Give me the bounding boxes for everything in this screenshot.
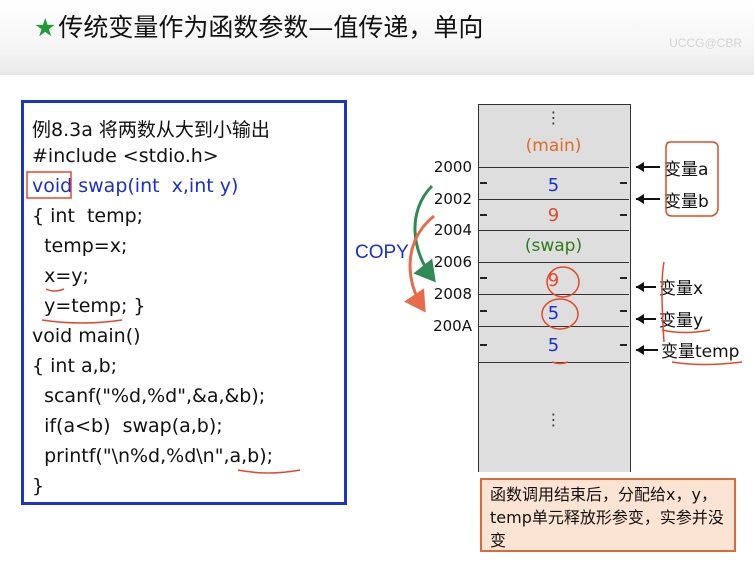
cell-a-value: 5 (547, 175, 560, 196)
tick-mark (480, 277, 487, 279)
label-var-a: 变量a (664, 160, 709, 180)
arrowhead-temp (636, 345, 644, 355)
cell-b-value: 9 (547, 205, 560, 226)
tick-mark (480, 182, 487, 184)
explanation-note: 函数调用结束后，分配给x，y，temp单元释放形参变，实参并没变 (480, 478, 736, 552)
code-line-12: printf("\n%d,%d\n",a,b); (32, 445, 274, 467)
arrowhead-a (636, 162, 644, 172)
tick-mark (620, 214, 627, 216)
arrow-to-y (636, 318, 656, 320)
arrow-to-b (636, 198, 660, 200)
underline-temp (41, 319, 123, 324)
code-line-13: } (32, 475, 45, 497)
bracket-x-y (661, 261, 665, 343)
label-var-y: 变量y (659, 311, 704, 331)
slide-header (0, 0, 754, 75)
tick-mark (620, 277, 627, 279)
circle-x (546, 266, 580, 298)
arrowhead-x (636, 282, 644, 292)
code-line-11: if(a<b) swap(a,b); (32, 415, 223, 437)
code-line-7: y=temp; } (32, 295, 146, 317)
slide-title: ★传统变量作为函数参数—值传递，单向 (34, 8, 483, 44)
tick-mark (480, 344, 487, 346)
arrowhead-b (636, 194, 644, 204)
memory-block (478, 104, 631, 396)
tick-mark (620, 182, 627, 184)
arrow-to-a (636, 166, 660, 168)
arrowhead-y (636, 314, 644, 324)
memory-continuation (478, 394, 631, 472)
cell-divider (478, 167, 629, 168)
code-line-10: scanf("%d,%d",&a,&b); (32, 385, 266, 407)
copy-arrow-red (404, 214, 435, 313)
code-line-1: 例8.3a 将两数从大到小输出 (32, 119, 270, 141)
cell-x-value: 9 (547, 270, 560, 291)
tick-mark (480, 214, 487, 216)
code-line-6: x=y; (32, 265, 89, 287)
cell-divider (478, 326, 629, 327)
slide-title-text: 传统变量作为函数参数—值传递，单向 (58, 13, 484, 42)
address-label: 2004 (433, 221, 472, 239)
void-highlight-box (26, 171, 72, 199)
copy-label: COPY (355, 242, 409, 263)
circle-y (541, 298, 579, 330)
cell-divider (478, 199, 629, 200)
code-line-9: { int a,b; (32, 355, 118, 377)
underline-ab (237, 469, 301, 474)
copy-arrow-green (413, 184, 436, 283)
code-line-5: temp=x; (32, 235, 128, 257)
cell-divider (478, 262, 629, 263)
memory-dots-top: ⋮ (545, 108, 562, 127)
tick-mark (620, 344, 627, 346)
address-label: 2006 (433, 253, 472, 271)
address-label: 200A (433, 317, 472, 335)
main-frame-label: (main) (525, 136, 582, 156)
code-line-3: void swap(int x,int y) (32, 175, 239, 197)
tick-mark (480, 310, 487, 312)
tick-mark (620, 310, 627, 312)
label-var-temp: 变量temp (661, 342, 740, 362)
address-label: 2002 (433, 190, 472, 208)
cell-temp-value: 5 (547, 335, 560, 356)
arrow-to-x (636, 286, 656, 288)
code-line-4: { int temp; (32, 205, 144, 227)
label-var-x: 变量x (659, 279, 704, 299)
arrow-to-temp (636, 349, 658, 351)
code-line-8: void main() (32, 325, 141, 347)
cell-divider (478, 230, 629, 231)
address-label: 2000 (433, 158, 472, 176)
code-line-2: #include <stdio.h> (32, 145, 219, 167)
watermark: UCCG@CBR (669, 36, 742, 50)
underline-var-temp (671, 361, 743, 366)
swap-frame-label: (swap) (524, 236, 583, 256)
star-icon: ★ (34, 13, 57, 42)
memory-diagram: ⋮ (main) 5 9 (swap) 9 5 5 ⋮ (478, 104, 631, 475)
code-listing: 例8.3a 将两数从大到小输出 #include <stdio.h> void … (21, 100, 347, 505)
cell-y-value: 5 (547, 303, 560, 324)
memory-dots-bottom: ⋮ (545, 410, 562, 429)
underline-x (45, 288, 65, 292)
underline-var-y (661, 329, 711, 334)
underline-temp-value (551, 361, 569, 365)
label-var-b: 变量b (664, 192, 709, 212)
address-label: 2008 (433, 285, 472, 303)
bracket-a-b (665, 141, 719, 217)
